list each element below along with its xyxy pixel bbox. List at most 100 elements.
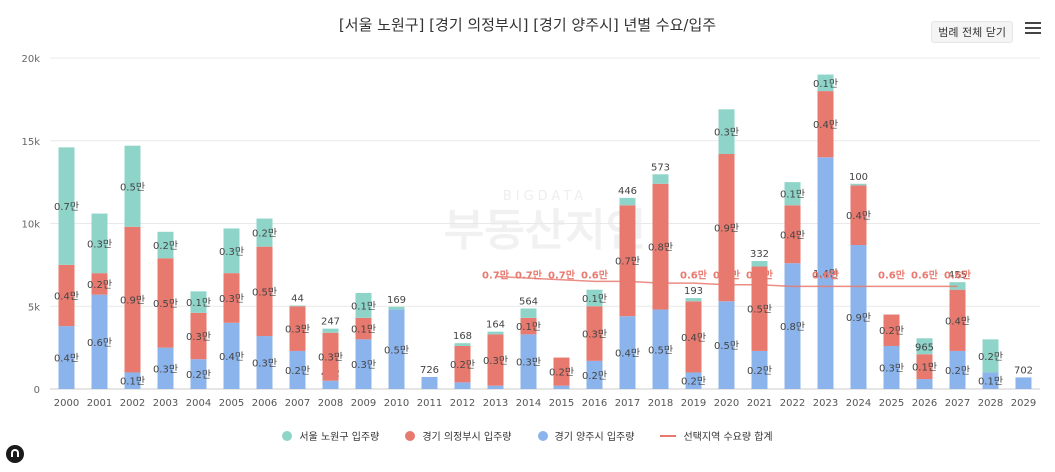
x-tick-label: 2017 [615,398,640,409]
x-tick-label: 2015 [549,398,574,409]
bar-segment [652,183,669,310]
legend-label: 경기 의정부시 입주량 [422,432,512,443]
bar-segment [916,379,933,389]
x-tick-label: 2004 [186,398,211,409]
bar-segment [553,357,570,386]
data-label: 0.1만 [516,321,541,333]
bar-segment [454,345,471,383]
bar-segment [124,145,141,227]
data-label: 44 [291,294,304,305]
demand-label: 0.6만 [812,268,840,281]
bar-segment [916,338,933,355]
menu-icon[interactable] [1025,22,1041,35]
bar-segment [520,334,537,389]
data-label: 247 [321,317,340,328]
legend-item-demand[interactable]: 선택지역 수요량 합계 [660,428,773,443]
legend-swatch [660,434,677,437]
y-tick-label: 10k [21,220,40,231]
data-label: 0.5만 [252,286,277,298]
bar-segment [91,273,108,295]
demand-label: 0.6만 [911,268,939,281]
bar-segment [289,306,306,351]
x-tick-label: 2013 [483,398,508,409]
data-label: 0.5만 [153,298,178,310]
data-label: 0.5만 [648,344,673,356]
bar-segment [157,258,174,348]
legend-toggle-button[interactable]: 범례 전체 닫기 [931,21,1013,43]
bar-segment [784,205,801,264]
bar-segment [751,350,768,389]
data-label: 100 [849,172,868,183]
bar-segment [289,350,306,389]
x-tick-label: 2014 [516,398,541,409]
legend-item-yangju[interactable]: 경기 양주시 입주량 [537,428,635,443]
data-label: 726 [420,365,439,376]
chart-legend: 서울 노원구 입주량 경기 의정부시 입주량 경기 양주시 입주량 선택지역 수… [0,428,1055,443]
x-tick-label: 2010 [384,398,409,409]
legend-label: 경기 양주시 입주량 [554,432,635,443]
bar-segment [751,266,768,351]
x-tick-label: 2025 [879,398,904,409]
x-tick-label: 2006 [252,398,277,409]
data-label: 0.1만 [813,78,838,90]
legend-item-uijeongbu[interactable]: 경기 의정부시 입주량 [405,428,512,443]
bar-segment [520,308,537,318]
data-label: 0.1만 [582,293,607,305]
data-label: 0.3만 [219,293,244,305]
bar-segment [784,263,801,389]
data-label: 0.7만 [615,256,640,268]
data-label: 564 [519,297,538,308]
x-tick-label: 2005 [219,398,244,409]
bar-segment [718,109,735,154]
data-label: 0.2만 [153,240,178,252]
bar-segment [586,360,603,389]
bar-segment [751,261,768,267]
data-label: 0.6만 [87,337,112,349]
data-label: 0.4만 [54,353,79,365]
data-label: 0.9만 [714,223,739,235]
bar-segment [982,372,999,389]
data-label: 0.1만 [780,189,805,201]
bar-segment [652,174,669,184]
bar-segment [91,294,108,389]
bar-segment [454,382,471,389]
data-label: 0.2만 [945,365,970,377]
data-label: 0.5만 [120,181,145,193]
x-tick-label: 2018 [648,398,673,409]
data-label: 0.3만 [252,358,277,370]
bar-segment [520,317,537,335]
bar-segment [223,273,240,323]
data-label: 0.1만 [912,362,937,374]
legend-swatch [405,430,416,441]
data-label: 0.5만 [714,340,739,352]
data-label: 0.4만 [846,210,871,222]
demand-label: 0.6만 [713,268,741,281]
data-label: 0.2만 [252,228,277,240]
bar-segment [58,147,75,265]
x-tick-label: 2022 [780,398,805,409]
bar-segment [586,306,603,361]
data-label: 0.2만 [549,367,574,379]
data-label: 0.4만 [780,229,805,241]
bar-segment [388,309,405,389]
legend-item-nowon[interactable]: 서울 노원구 입주량 [282,428,379,443]
data-label: 0.1만 [978,376,1003,388]
bar-segment [190,359,207,389]
data-label: 332 [750,249,769,260]
data-label: 0.2만 [978,351,1003,363]
data-label: 0.4만 [615,348,640,360]
y-tick-label: 0 [34,385,40,396]
bar-segment [817,74,834,92]
x-tick-label: 2023 [813,398,838,409]
data-label: 702 [1014,365,1033,376]
legend-label: 선택지역 수요량 합계 [683,432,773,443]
data-label: 0.3만 [219,246,244,258]
x-tick-label: 2026 [912,398,937,409]
legend-label: 서울 노원구 입주량 [299,432,380,443]
data-label: 0.3만 [351,359,376,371]
data-label: 0.9만 [120,295,145,307]
demand-label: 0.6만 [746,268,774,281]
bar-segment [553,385,570,389]
bar-segment [124,372,141,389]
bar-segment [487,331,504,335]
